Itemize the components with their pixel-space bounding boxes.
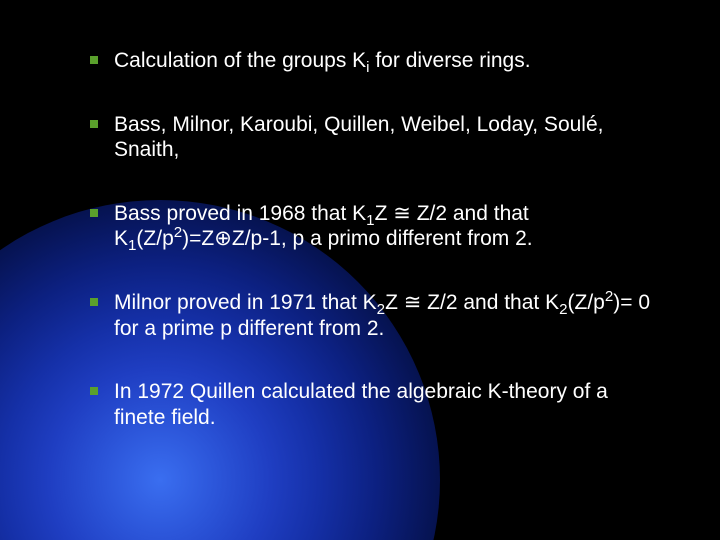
bullet-item: Calculation of the groups Ki for diverse… (90, 48, 660, 74)
slide-content: Calculation of the groups Ki for diverse… (0, 0, 720, 508)
bullet-list: Calculation of the groups Ki for diverse… (90, 48, 660, 430)
bullet-item: Milnor proved in 1971 that K2Z ≅ Z/2 and… (90, 290, 660, 341)
bullet-item: Bass, Milnor, Karoubi, Quillen, Weibel, … (90, 112, 660, 163)
bullet-item: In 1972 Quillen calculated the algebraic… (90, 379, 660, 430)
bullet-item: Bass proved in 1968 that K1Z ≅ Z/2 and t… (90, 201, 660, 252)
